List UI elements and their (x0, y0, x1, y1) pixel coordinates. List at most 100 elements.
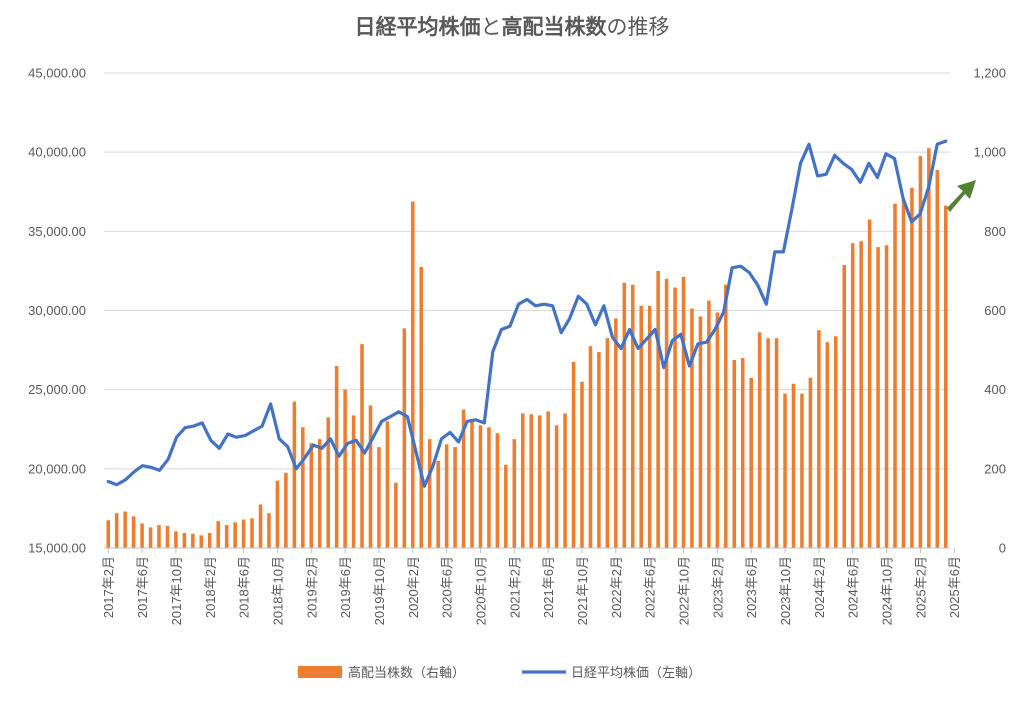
x-axis-tick-label: 2020年10月 (473, 556, 488, 625)
bar (487, 427, 491, 548)
right-axis-tick-label: 800 (984, 224, 1006, 239)
bar (478, 425, 483, 548)
bar (267, 513, 271, 548)
bar (859, 241, 863, 548)
bar (326, 417, 330, 548)
bar (343, 389, 347, 548)
bar (639, 305, 643, 548)
arrow-icon (947, 180, 976, 212)
bar (690, 308, 694, 548)
x-axis-tick-label: 2023年10月 (778, 556, 793, 625)
bar (571, 361, 576, 548)
x-axis-tick-label: 2021年6月 (541, 556, 556, 618)
bar (698, 316, 703, 548)
x-axis-tick-label: 2019年6月 (338, 556, 353, 618)
bar (588, 346, 593, 548)
bar (495, 433, 500, 548)
bar (419, 266, 424, 548)
bar (546, 411, 550, 548)
x-axis-tick-label: 2017年2月 (101, 556, 116, 618)
bar (715, 312, 720, 548)
bar (427, 439, 432, 548)
x-axis-tick-label: 2024年2月 (812, 556, 827, 618)
bar (131, 516, 136, 548)
bar (411, 201, 415, 549)
bar (174, 531, 178, 548)
chart-title-part-3: の推移 (607, 15, 670, 39)
bar (140, 523, 144, 548)
bar (927, 148, 931, 549)
annotation (947, 180, 976, 212)
legend-swatch-bar (298, 666, 342, 678)
bar (351, 415, 356, 548)
x-axis-tick-label: 2018年6月 (237, 556, 252, 618)
x-axis-tick-label: 2019年10月 (372, 556, 387, 625)
right-axis-tick-label: 0 (999, 541, 1006, 556)
x-axis-tick-label: 2023年2月 (710, 556, 725, 618)
bar (148, 527, 153, 548)
bar (808, 377, 813, 548)
bar (774, 338, 779, 548)
bar (461, 409, 466, 548)
x-axis-tick-label: 2024年10月 (880, 556, 895, 625)
right-axis-tick-label: 1,000 (973, 145, 1006, 160)
bar (537, 415, 542, 548)
left-axis-tick-label: 35,000.00 (28, 224, 86, 239)
bar (563, 413, 567, 548)
bar (317, 439, 322, 548)
x-axis-tick-label: 2021年2月 (507, 556, 522, 618)
bar (681, 276, 686, 548)
x-axis-tick-label: 2021年10月 (575, 556, 590, 625)
bar (182, 532, 187, 548)
bar (207, 532, 212, 548)
bar (850, 243, 855, 549)
bar (876, 247, 880, 548)
nikkei-line (106, 139, 948, 488)
chart-title: 日経平均株価と高配当株数の推移 (355, 15, 670, 39)
bar (580, 381, 584, 548)
bar (614, 318, 618, 548)
bar (834, 336, 838, 548)
line-series (106, 139, 948, 488)
bar (724, 284, 728, 548)
bar (605, 338, 610, 548)
bar (191, 533, 195, 548)
bar (157, 525, 161, 548)
x-axis-tick-label: 2020年2月 (406, 556, 421, 618)
bar (867, 219, 872, 549)
bar (402, 328, 407, 548)
bar (842, 264, 847, 548)
bar (893, 203, 897, 548)
bar (394, 482, 398, 548)
bar (622, 282, 627, 548)
right-axis-tick-label: 200 (984, 461, 1006, 476)
x-axis-tick-label: 2022年6月 (643, 556, 658, 618)
bar (918, 156, 923, 548)
bar (884, 245, 889, 548)
bar (360, 344, 364, 548)
x-axis-tick-label: 2023年6月 (744, 556, 759, 618)
legend-label-line: 日経平均株価（左軸） (571, 666, 701, 681)
chart-title-part-2: 高配当株数 (502, 15, 608, 39)
bar (597, 352, 601, 548)
left-axis-tick-label: 20,000.00 (28, 461, 86, 476)
x-axis-tick-label: 2024年6月 (846, 556, 861, 618)
bar (664, 278, 669, 548)
bar (275, 480, 280, 548)
right-axis: 0 200 400 600 800 1,000 1,200 (973, 66, 1006, 556)
bar (334, 365, 339, 548)
bar (377, 447, 381, 548)
bar (385, 421, 390, 548)
x-axis-tick-label: 2019年2月 (304, 556, 319, 618)
bar (284, 472, 288, 548)
right-axis-tick-label: 400 (984, 382, 1006, 397)
bar (216, 521, 220, 548)
legend: 高配当株数（右軸） 日経平均株価（左軸） (298, 665, 701, 681)
bar (512, 439, 517, 548)
bar (106, 520, 111, 548)
bar (554, 425, 559, 548)
left-axis-tick-label: 40,000.00 (28, 145, 86, 160)
bar (800, 393, 804, 548)
